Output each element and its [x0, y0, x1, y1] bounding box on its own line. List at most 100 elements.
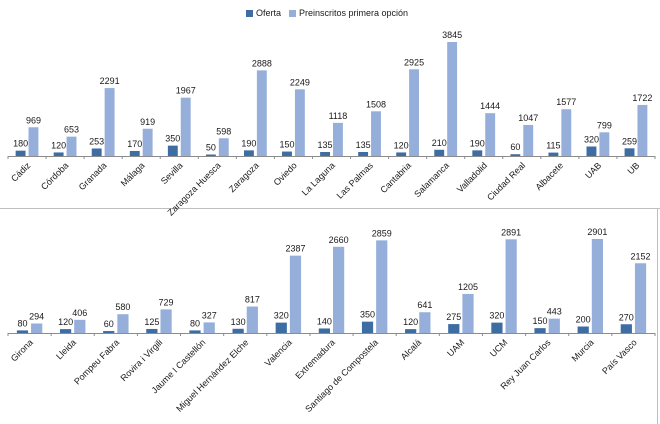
bar-oferta: [15, 150, 26, 156]
data-label-preinscritos: 327: [202, 310, 217, 320]
data-label-oferta: 350: [165, 134, 180, 144]
bar-preinscritos: [66, 136, 77, 156]
bar-preinscritos: [591, 239, 604, 333]
data-label-oferta: 120: [51, 140, 66, 150]
data-label-preinscritos: 2925: [404, 57, 424, 67]
data-label-preinscritos: 294: [29, 311, 44, 321]
data-label-oferta: 210: [432, 138, 447, 148]
category-label: Zaragoza: [227, 160, 261, 194]
category-label: Córdoba: [39, 160, 70, 191]
data-label-oferta: 80: [190, 318, 200, 328]
category-label: Extremadura: [293, 337, 337, 381]
category-label: Valladolid: [455, 160, 489, 194]
data-label-oferta: 120: [58, 317, 73, 327]
bar-preinscritos: [333, 246, 345, 333]
category-label: Cantabria: [378, 160, 413, 195]
category-label: Ciudad Real: [485, 160, 527, 202]
category-label: Murcia: [570, 337, 596, 363]
data-label-oferta: 120: [403, 317, 418, 327]
bar-oferta: [624, 148, 635, 156]
bar-oferta: [448, 324, 460, 333]
bar-preinscritos: [561, 109, 572, 156]
data-label-oferta: 120: [394, 140, 409, 150]
bar-preinscritos: [246, 306, 258, 333]
data-label-oferta: 135: [318, 140, 333, 150]
data-label-preinscritos: 580: [115, 302, 130, 312]
data-label-preinscritos: 729: [159, 297, 174, 307]
bar-oferta: [358, 151, 369, 156]
bar-preinscritos: [376, 240, 388, 333]
bar-preinscritos: [203, 322, 215, 333]
data-label-preinscritos: 2249: [290, 77, 310, 87]
data-label-oferta: 350: [360, 310, 375, 320]
category-label: La Laguna: [300, 160, 337, 197]
bar-preinscritos: [548, 318, 560, 333]
bar-oferta: [577, 326, 589, 333]
bar-preinscritos: [419, 312, 431, 333]
bar-preinscritos: [117, 314, 129, 333]
data-label-preinscritos: 2660: [329, 235, 349, 245]
category-label: Lleida: [54, 337, 78, 361]
bar-preinscritos: [160, 309, 172, 333]
data-label-preinscritos: 1722: [632, 93, 652, 103]
bar-oferta: [586, 146, 597, 156]
data-label-oferta: 60: [104, 319, 114, 329]
data-label-oferta: 80: [17, 318, 27, 328]
bar-oferta: [53, 152, 64, 156]
category-label: UB: [625, 160, 641, 176]
bar-oferta: [620, 324, 632, 333]
bar-oferta: [232, 328, 244, 333]
data-label-preinscritos: 2888: [252, 58, 272, 68]
category-label: Cádiz: [9, 160, 33, 184]
data-label-preinscritos: 406: [72, 308, 87, 318]
data-label-oferta: 275: [446, 312, 461, 322]
legend-swatch-oferta: [246, 9, 253, 17]
data-label-preinscritos: 1047: [518, 113, 538, 123]
bar-oferta: [320, 151, 330, 156]
bar-oferta: [396, 152, 407, 156]
data-label-oferta: 190: [241, 138, 256, 148]
bar-oferta: [282, 151, 292, 156]
data-label-preinscritos: 653: [64, 125, 79, 135]
data-label-preinscritos: 1967: [176, 86, 196, 96]
bar-oferta: [91, 148, 102, 156]
data-label-oferta: 320: [584, 135, 599, 145]
bar-oferta: [243, 150, 254, 156]
bar-oferta: [434, 149, 445, 156]
chart-panel-1: 180 969 Cádiz 120 653 Córdoba 253 2291 Granada 17…: [7, 30, 656, 218]
bar-preinscritos: [218, 138, 229, 156]
data-label-oferta: 150: [533, 316, 548, 326]
data-label-oferta: 130: [231, 317, 246, 327]
bar-preinscritos: [289, 255, 302, 333]
data-label-preinscritos: 598: [216, 126, 231, 136]
category-label: Santiago de Compostela: [303, 337, 380, 414]
bar-oferta: [205, 154, 216, 156]
data-label-oferta: 253: [89, 136, 104, 146]
category-label: Girona: [9, 337, 35, 363]
chart-legend: Oferta Preinscritos primera opción: [246, 8, 416, 18]
bar-preinscritos: [634, 263, 647, 333]
bar-oferta: [146, 328, 158, 333]
category-label: Miguel Hernández Elche: [174, 337, 250, 413]
data-label-preinscritos: 641: [417, 300, 432, 310]
data-label-preinscritos: 817: [245, 295, 260, 305]
bar-oferta: [510, 154, 521, 156]
legend-label-preinscritos: Preinscritos primera opción: [299, 8, 409, 18]
bar-oferta: [361, 321, 374, 333]
data-label-preinscritos: 919: [140, 117, 155, 127]
bar-preinscritos: [142, 128, 153, 156]
bar-preinscritos: [523, 124, 534, 156]
data-label-preinscritos: 1577: [556, 97, 576, 107]
bar-preinscritos: [333, 122, 343, 156]
bar-oferta: [16, 330, 29, 333]
legend-label-oferta: Oferta: [256, 8, 282, 18]
bar-oferta: [548, 152, 559, 156]
category-label: Albacete: [533, 160, 565, 192]
data-label-preinscritos: 2291: [100, 76, 120, 86]
data-label-oferta: 115: [546, 141, 560, 151]
data-label-preinscritos: 2152: [631, 251, 651, 261]
bar-oferta: [491, 322, 503, 333]
bar-preinscritos: [256, 70, 267, 156]
